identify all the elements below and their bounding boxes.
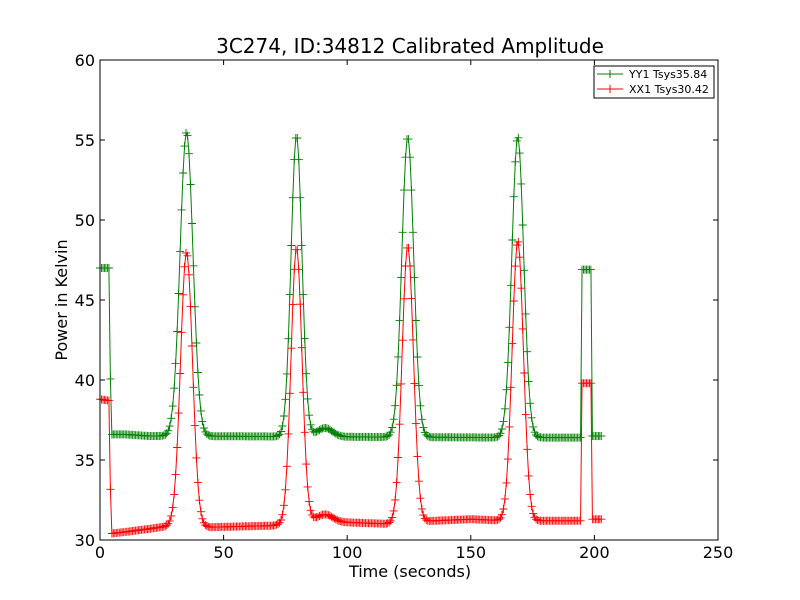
x-tick-label-2: 100 [332, 543, 363, 562]
y-tick-label-4: 50 [75, 211, 95, 230]
series-markers-0 [96, 128, 606, 442]
y-tick-label-6: 60 [75, 51, 95, 70]
legend: YY1 Tsys35.84 XX1 Tsys30.42 [593, 65, 715, 99]
axis-ticks: 0 50 100 150 200 250 30 35 40 45 50 55 60 [75, 51, 734, 562]
y-axis-label: Power in Kelvin [52, 239, 71, 360]
x-tick-label-5: 250 [703, 543, 734, 562]
legend-label-yy1: YY1 Tsys35.84 [628, 68, 707, 81]
axes-frame [99, 59, 719, 541]
legend-box [593, 65, 715, 99]
series-line-0 [100, 131, 602, 439]
legend-marker-yy1 [606, 70, 614, 78]
y-tick-label-5: 55 [75, 131, 95, 150]
y-tick-label-3: 45 [75, 291, 95, 310]
y-tick-label-2: 40 [75, 371, 95, 390]
series-line-1 [99, 240, 602, 535]
x-tick-label-4: 200 [579, 543, 610, 562]
series-0 [96, 128, 606, 442]
y-tick-label-1: 35 [75, 451, 95, 470]
x-axis-label: Time (seconds) [348, 562, 471, 581]
chart-title: 3C274, ID:34812 Calibrated Amplitude [216, 34, 604, 58]
legend-marker-xx1 [606, 85, 614, 93]
plot-area [96, 128, 606, 538]
legend-label-xx1: XX1 Tsys30.42 [629, 83, 709, 96]
x-tick-label-0: 0 [95, 543, 105, 562]
y-tick-label-0: 30 [75, 531, 95, 550]
x-tick-label-1: 50 [213, 543, 233, 562]
x-tick-label-3: 150 [456, 543, 487, 562]
